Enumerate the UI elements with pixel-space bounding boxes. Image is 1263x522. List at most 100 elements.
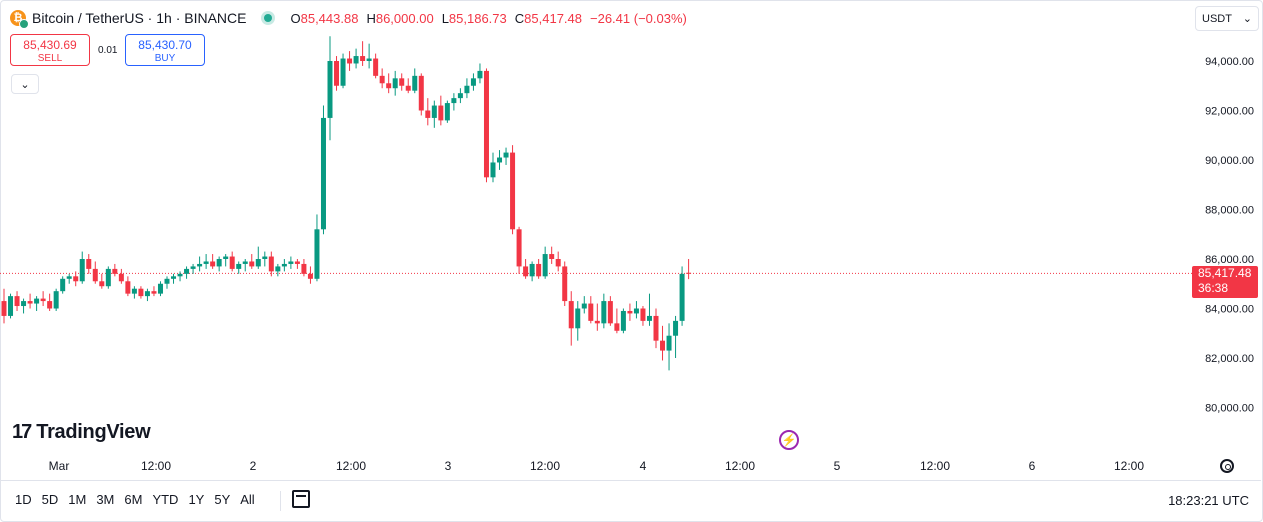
candle-body xyxy=(131,288,137,294)
time-label: 12:00 xyxy=(140,459,172,473)
tradingview-logo[interactable]: 17 TradingView xyxy=(12,421,151,444)
range-1y-button[interactable]: 1Y xyxy=(188,492,205,507)
candle xyxy=(73,271,79,287)
candle-body xyxy=(164,278,170,284)
currency-value: USDT xyxy=(1202,12,1232,25)
candle-body xyxy=(373,58,379,76)
time-label: 6 xyxy=(1028,459,1036,473)
symbol-title[interactable]: Bitcoin / TetherUS · 1h · BINANCE xyxy=(32,10,247,26)
candle-body xyxy=(177,273,183,277)
candle-body xyxy=(679,273,685,321)
range-ytd-button[interactable]: YTD xyxy=(152,492,179,507)
candle-body xyxy=(118,273,124,282)
candle xyxy=(640,306,646,326)
time-label: 12:00 xyxy=(529,459,561,473)
range-3m-button[interactable]: 3M xyxy=(96,492,115,507)
candle-body xyxy=(510,152,516,230)
candle xyxy=(112,263,118,277)
candle xyxy=(27,293,33,309)
candle-body xyxy=(562,266,568,302)
candle xyxy=(503,147,509,165)
price-scale-label: 84,000.00 xyxy=(1205,304,1254,316)
candle-body xyxy=(86,259,92,269)
price-scale-label: 80,000.00 xyxy=(1205,403,1254,415)
price-chart[interactable]: 94,000.00 92,000.00 90,000.00 88,000.00 86,0… xyxy=(0,0,1263,456)
candle xyxy=(588,296,594,324)
candle-body xyxy=(40,298,46,302)
date-range-icon[interactable] xyxy=(292,490,310,508)
candle xyxy=(131,286,137,299)
candle xyxy=(262,251,268,267)
candle-body xyxy=(268,256,274,272)
sell-button[interactable]: 85,430.69 SELL xyxy=(10,34,90,66)
flash-icon[interactable]: ⚡ xyxy=(779,430,799,450)
candle-body xyxy=(490,162,496,178)
candle-body xyxy=(470,78,476,86)
candle xyxy=(275,263,281,277)
candle-body xyxy=(255,259,261,267)
candle xyxy=(8,293,14,319)
candle xyxy=(601,293,607,329)
price-scale-label: 88,000.00 xyxy=(1205,205,1254,217)
time-label: 12:00 xyxy=(335,459,367,473)
range-5y-button[interactable]: 5Y xyxy=(214,492,231,507)
candle xyxy=(366,43,372,69)
candle xyxy=(529,261,535,282)
range-all-button[interactable]: All xyxy=(240,492,255,507)
candle xyxy=(40,291,46,307)
buy-button[interactable]: 85,430.70 BUY xyxy=(125,34,205,66)
candle xyxy=(268,251,274,277)
candle-body xyxy=(99,281,105,287)
candle-body xyxy=(184,268,190,274)
candle xyxy=(184,266,190,279)
candle xyxy=(190,263,196,274)
candle-body xyxy=(236,263,242,269)
candle xyxy=(327,36,333,141)
candle xyxy=(666,323,672,371)
candle xyxy=(379,68,385,89)
candle-body xyxy=(157,283,163,294)
candle xyxy=(405,78,411,94)
candle xyxy=(568,291,574,346)
candle-body xyxy=(633,308,639,314)
candle-body xyxy=(379,75,385,84)
range-5d-button[interactable]: 5D xyxy=(41,492,59,507)
candle-body xyxy=(144,291,150,297)
range-1d-button[interactable]: 1D xyxy=(15,492,32,507)
candle xyxy=(334,56,340,91)
candle xyxy=(660,325,666,361)
bar-countdown: 36:38 xyxy=(1198,281,1229,295)
candle xyxy=(294,259,300,269)
currency-select[interactable]: USDT ⌄ xyxy=(1195,6,1259,31)
candle xyxy=(549,246,555,264)
candle-body xyxy=(334,61,340,86)
buy-price: 85,430.70 xyxy=(138,38,192,52)
candle-body xyxy=(392,78,398,89)
candle-body xyxy=(451,98,457,104)
candle xyxy=(249,254,255,269)
candle xyxy=(451,93,457,111)
range-1m-button[interactable]: 1M xyxy=(68,492,87,507)
settings-icon[interactable] xyxy=(1220,459,1234,473)
candle xyxy=(353,48,359,69)
time-label: 12:00 xyxy=(919,459,951,473)
candle-body xyxy=(646,315,652,321)
candle-body xyxy=(138,288,144,297)
collapse-legend-button[interactable]: ⌄ xyxy=(11,74,39,94)
range-6m-button[interactable]: 6M xyxy=(124,492,143,507)
candle xyxy=(34,296,40,311)
candle xyxy=(607,296,613,326)
candle xyxy=(425,98,431,126)
candle-body xyxy=(73,276,79,282)
candle-body xyxy=(105,268,111,287)
candle-body xyxy=(1,301,7,316)
candle-body xyxy=(14,296,20,307)
candle xyxy=(483,68,489,183)
time-axis[interactable]: Mar 12:00 2 12:00 3 12:00 4 12:00 5 12:0… xyxy=(0,456,1190,476)
candle xyxy=(581,296,587,314)
candle xyxy=(197,256,203,272)
time-label: Mar xyxy=(48,459,70,473)
candle xyxy=(66,273,72,284)
utc-clock[interactable]: 18:23:21 UTC xyxy=(1168,493,1249,508)
candle xyxy=(138,286,144,299)
